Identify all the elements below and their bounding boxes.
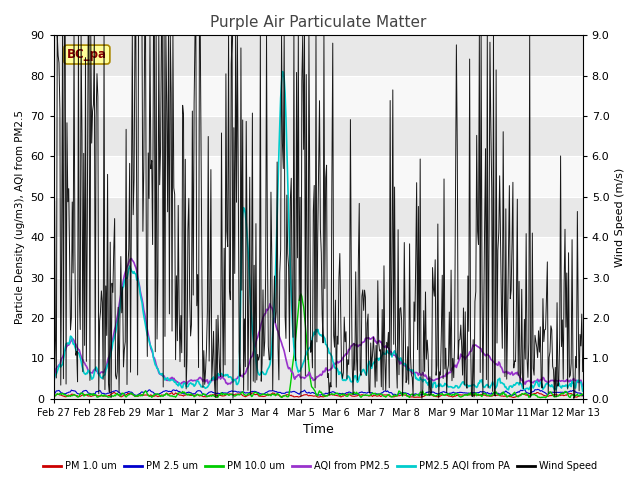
Bar (54, 237, 582, 277)
Legend: PM 1.0 um, PM 2.5 um, PM 10.0 um, AQI from PM2.5, PM2.5 AQI from PA, Wind Speed: PM 1.0 um, PM 2.5 um, PM 10.0 um, AQI fr… (39, 457, 601, 475)
Y-axis label: Particle Density (ug/m3), AQI from PM2.5: Particle Density (ug/m3), AQI from PM2.5 (15, 110, 25, 324)
Bar (54, 277, 582, 318)
Bar (54, 197, 582, 237)
Text: BC_pa: BC_pa (67, 48, 107, 61)
Bar (54, 318, 582, 358)
Bar (54, 156, 582, 197)
Bar (54, 358, 582, 398)
Bar (54, 36, 582, 76)
X-axis label: Time: Time (303, 423, 333, 436)
Title: Purple Air Particulate Matter: Purple Air Particulate Matter (210, 15, 426, 30)
Y-axis label: Wind Speed (m/s): Wind Speed (m/s) (615, 168, 625, 266)
Bar (54, 116, 582, 156)
Bar (54, 76, 582, 116)
